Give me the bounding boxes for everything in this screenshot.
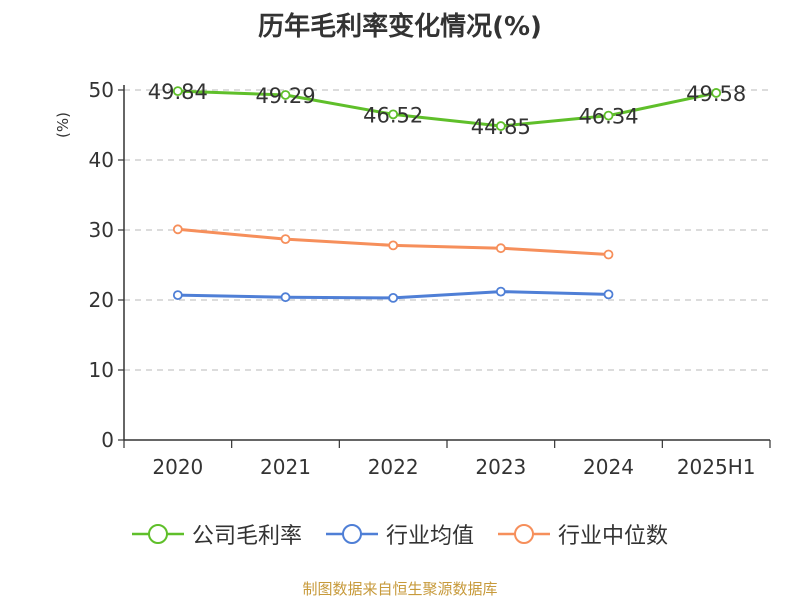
- y-axis-label: (%): [54, 112, 72, 138]
- data-point: [603, 110, 614, 121]
- data-point: [388, 240, 399, 251]
- data-point: [495, 121, 506, 131]
- grid-layer: [124, 89, 770, 371]
- y-tick-label: 30: [89, 218, 114, 242]
- series-line: [177, 89, 717, 128]
- data-label: 49.84: [148, 80, 208, 104]
- data-point: [603, 289, 614, 300]
- x-tick-label: 2024: [583, 455, 634, 479]
- legend-item[interactable]: 公司毛利率: [131, 518, 302, 550]
- data-point: [280, 292, 291, 303]
- legend-swatch: [325, 524, 378, 544]
- legend-item[interactable]: 行业均值: [325, 518, 474, 550]
- chart-title: 历年毛利率变化情况(%): [258, 12, 542, 42]
- data-label: 44.85: [471, 115, 531, 139]
- data-point: [388, 109, 399, 120]
- legend-swatch: [498, 524, 550, 544]
- data-point: [172, 86, 183, 97]
- data-point: [280, 90, 291, 100]
- data-label: 46.34: [578, 105, 638, 129]
- legend-label: 公司毛利率: [191, 524, 302, 549]
- label-layer: 49.84 49.29 46.52 44.85 46.34 49.58: [148, 80, 746, 139]
- legend-label: 行业均值: [385, 524, 474, 549]
- legend: 公司毛利率 行业均值 行业中位数: [0, 518, 800, 550]
- data-point: [603, 249, 614, 260]
- data-label: 49.29: [255, 84, 315, 108]
- series-layer: [172, 86, 722, 303]
- data-point: [495, 286, 506, 297]
- x-tick-label: 2023: [475, 455, 526, 479]
- legend-marker: [341, 524, 362, 544]
- data-point: [711, 88, 722, 98]
- data-point: [172, 224, 183, 235]
- legend-swatch: [131, 524, 184, 544]
- legend-marker: [147, 524, 168, 544]
- y-tick-label: 50: [89, 78, 114, 102]
- x-tick-label: 2020: [152, 455, 203, 479]
- y-tick-label: 20: [89, 288, 114, 312]
- data-point: [280, 234, 291, 245]
- y-tick-label: 10: [89, 358, 114, 382]
- data-point: [172, 290, 183, 301]
- axis-layer: 0 10 20 30 40 50 2020 2021 2022 2023 2024 2025H1: [89, 78, 771, 479]
- data-point: [388, 292, 399, 303]
- y-tick-label: 40: [89, 148, 114, 172]
- legend-marker: [514, 524, 534, 544]
- x-tick-label: 2025H1: [677, 455, 756, 479]
- source-note: 制图数据来自恒生聚源数据库: [302, 580, 498, 598]
- data-label: 49.58: [686, 82, 746, 106]
- x-tick-label: 2021: [260, 455, 311, 479]
- y-tick-label: 0: [101, 428, 114, 452]
- data-label: 46.52: [363, 103, 423, 127]
- x-tick-label: 2022: [368, 455, 419, 479]
- legend-item[interactable]: 行业中位数: [498, 518, 668, 550]
- data-point: [495, 243, 506, 254]
- legend-label: 行业中位数: [558, 524, 669, 549]
